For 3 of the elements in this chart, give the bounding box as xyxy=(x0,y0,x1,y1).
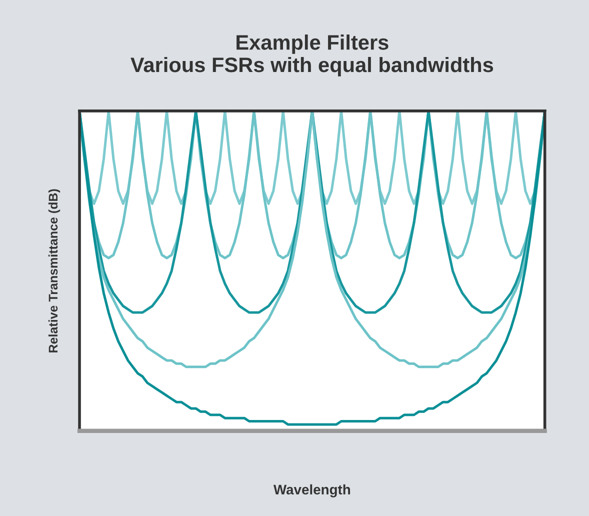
y-axis-title: Relative Transmittance (dB) xyxy=(48,189,60,352)
chart-title: Example Filters Various FSRs with equal bandwidths xyxy=(130,34,494,76)
x-axis-title: Wavelength xyxy=(273,484,350,498)
